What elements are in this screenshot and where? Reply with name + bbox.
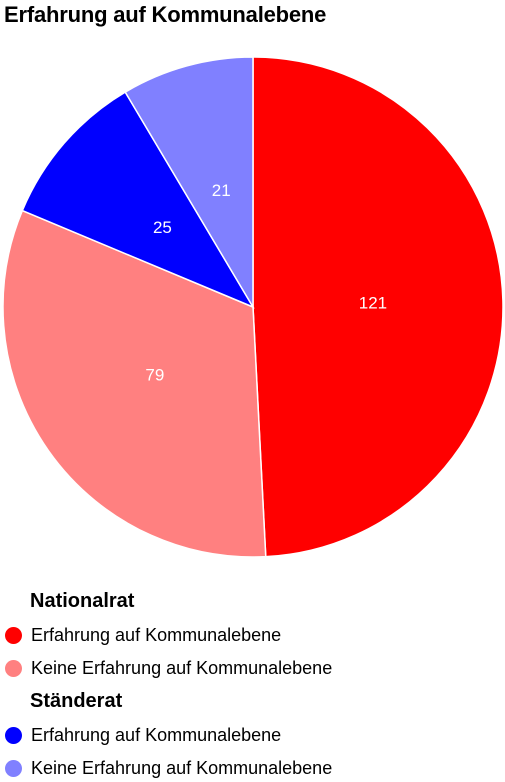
- slice-value-label: 79: [145, 366, 164, 385]
- pie-slice: [252, 56, 504, 558]
- legend-label: Erfahrung auf Kommunalebene: [31, 724, 282, 745]
- legend-swatch: [5, 659, 22, 677]
- legend-label: Erfahrung auf Kommunalebene: [31, 624, 282, 645]
- legend-swatch: [5, 759, 22, 777]
- slice-value-label: 121: [359, 293, 387, 312]
- legend-group-staenderat: Ständerat: [30, 690, 123, 712]
- pie-slice: [124, 56, 254, 310]
- pie-slice: [21, 91, 255, 309]
- legend-item-staenderat-keine-erfahrung: Keine Erfahrung auf Kommunalebene: [5, 756, 332, 780]
- legend-group-nationalrat: Nationalrat: [30, 590, 135, 612]
- pie-slice: [2, 209, 267, 558]
- legend-item-staenderat-erfahrung: Erfahrung auf Kommunalebene: [5, 723, 281, 747]
- legend-label: Keine Erfahrung auf Kommunalebene: [31, 757, 333, 778]
- chart-title: Erfahrung auf Kommunalebene: [4, 2, 327, 27]
- legend-label: Keine Erfahrung auf Kommunalebene: [31, 657, 333, 678]
- legend-swatch: [5, 626, 22, 644]
- slice-value-label: 25: [153, 218, 172, 237]
- legend-swatch: [5, 726, 22, 744]
- legend-item-nationalrat-keine-erfahrung: Keine Erfahrung auf Kommunalebene: [5, 656, 332, 680]
- legend-item-nationalrat-erfahrung: Erfahrung auf Kommunalebene: [5, 623, 281, 647]
- slice-value-label: 21: [212, 181, 231, 200]
- pie-chart: 121 79 25 21: [2, 56, 504, 558]
